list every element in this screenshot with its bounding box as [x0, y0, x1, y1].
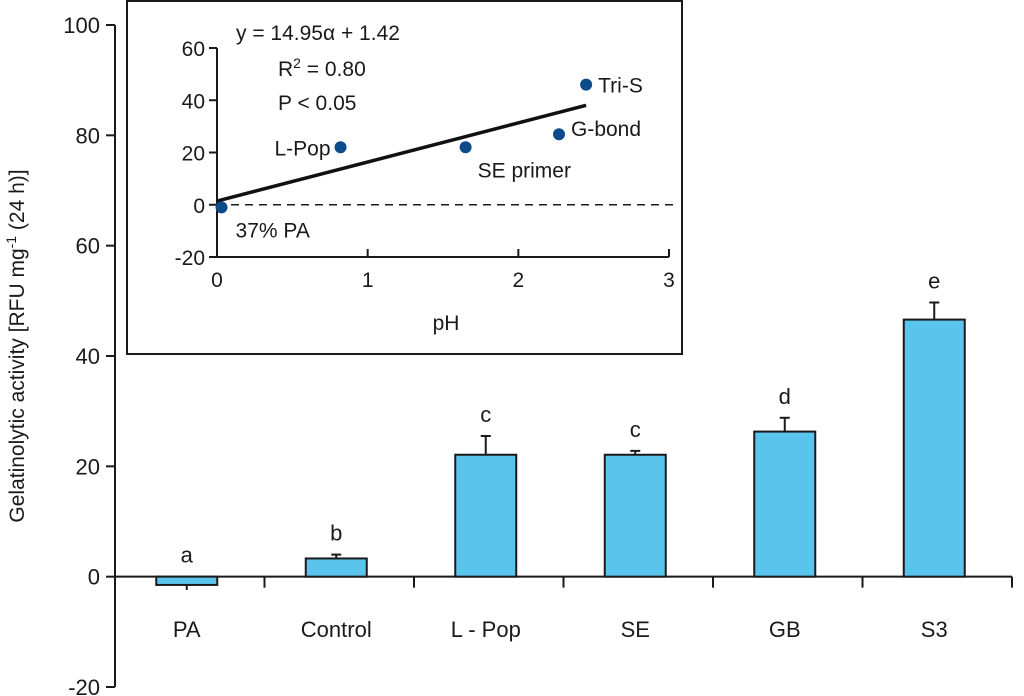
inset-data-point	[459, 141, 472, 154]
inset-y-tick-label: 40	[182, 90, 205, 113]
y-tick-label: -20	[68, 675, 100, 696]
inset-point-label: L-Pop	[274, 137, 330, 160]
inset-y-tick-label: 20	[182, 143, 205, 166]
inset-data-point	[215, 201, 228, 214]
y-tick-label: 100	[63, 13, 100, 38]
y-tick-label: 40	[76, 344, 100, 369]
y-tick-label: 80	[76, 123, 100, 148]
inset-p-value: P < 0.05	[278, 92, 356, 115]
inset-x-tick-label: 0	[211, 269, 223, 292]
inset-point-label: 37% PA	[236, 219, 310, 242]
inset-x-axis-label: pH	[433, 312, 460, 335]
significance-letter: b	[330, 521, 342, 546]
significance-letter: c	[630, 417, 641, 442]
inset-frame	[126, 0, 683, 355]
y-axis-label: Gelatinolytic activity [RFU mg-1 (24 h)]	[3, 169, 29, 522]
inset-point-label: G-bond	[571, 118, 641, 141]
x-tick-label: SE	[621, 617, 650, 642]
y-tick-label: 20	[76, 454, 100, 479]
significance-letter: a	[181, 543, 194, 568]
bar-s3	[902, 318, 966, 578]
x-tick-label: PA	[173, 617, 201, 642]
inset-y-tick-label: -20	[175, 247, 205, 270]
inset-point-label: SE primer	[478, 159, 571, 182]
inset-y-tick-label: 0	[193, 195, 205, 218]
x-tick-label: L - Pop	[451, 617, 521, 642]
inset-data-point	[334, 141, 347, 154]
inset-regression-line	[216, 103, 587, 203]
y-tick-label: 60	[76, 234, 100, 259]
bar-se	[603, 453, 667, 578]
bar-gb	[753, 430, 817, 578]
x-tick-label: S3	[921, 617, 948, 642]
bar-control	[304, 557, 368, 578]
significance-letter: e	[928, 268, 940, 293]
y-tick-label: 0	[88, 565, 100, 590]
inset-y-tick-label: 60	[182, 38, 205, 61]
inset-data-point	[553, 128, 566, 141]
inset-x-tick-label: 2	[512, 269, 524, 292]
inset-point-label: Tri-S	[598, 75, 643, 98]
inset-x-tick-label: 3	[663, 269, 675, 292]
inset-x-tick-label: 1	[362, 269, 374, 292]
x-tick-label: Control	[301, 617, 372, 642]
bar-l-pop	[454, 453, 518, 578]
inset-r-squared: R2 = 0.80	[278, 55, 366, 81]
inset-scatter-chart: 60 40 20 0 -20 0 1 2 3 pH 37% PA L-Pop SE primerG-bo…	[126, 0, 683, 355]
x-tick-label: GB	[769, 617, 801, 642]
significance-letter: c	[480, 402, 491, 427]
inset-data-point	[580, 78, 593, 91]
significance-letter: d	[779, 384, 791, 409]
bar-pa	[155, 575, 219, 586]
inset-regression-equation: y = 14.95α + 1.42	[236, 22, 400, 45]
